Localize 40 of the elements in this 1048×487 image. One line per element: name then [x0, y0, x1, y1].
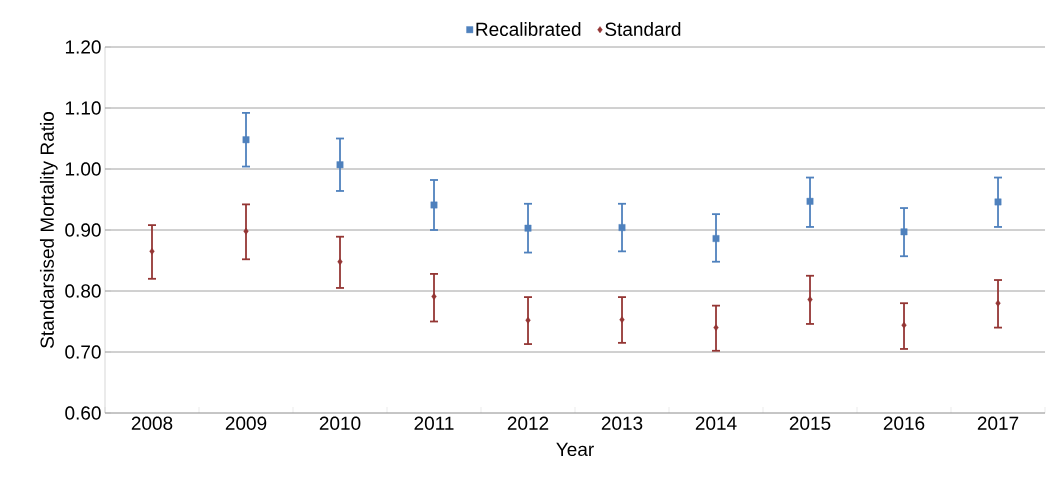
x-tick-label: 2008 — [131, 416, 173, 430]
point — [994, 198, 1002, 206]
point — [619, 316, 625, 324]
point — [900, 228, 908, 236]
x-tick-label: 2011 — [414, 416, 454, 430]
point — [712, 235, 720, 242]
y-axis-title: Standarsised Mortality Ratio — [39, 112, 58, 348]
x-tick-label: 2009 — [225, 416, 267, 430]
point — [337, 258, 343, 266]
y-tick-label: 1.00 — [65, 162, 101, 176]
x-tick-label: 2012 — [507, 416, 549, 430]
point — [243, 227, 249, 235]
x-tick-label: 2010 — [319, 416, 361, 430]
point — [336, 161, 344, 169]
point — [713, 324, 719, 331]
legend-label: Standard — [605, 22, 681, 37]
x-tick-label: 2013 — [601, 416, 643, 430]
x-tick-label: 2017 — [977, 416, 1019, 430]
point — [806, 197, 814, 205]
point — [618, 224, 626, 231]
point — [242, 136, 250, 144]
y-tick-label: 0.60 — [65, 406, 101, 420]
point — [431, 293, 437, 300]
x-tick-label: 2016 — [883, 416, 925, 430]
y-tick-label: 0.70 — [65, 345, 101, 359]
y-tick-label: 1.20 — [65, 40, 101, 54]
x-axis-title: Year — [556, 442, 594, 457]
x-tick-label: 2014 — [695, 416, 737, 430]
point — [807, 296, 813, 303]
x-tick-label: 2015 — [789, 416, 831, 430]
point — [524, 224, 532, 232]
y-tick-label: 1.10 — [65, 101, 101, 115]
legend-label: Recalibrated — [476, 22, 581, 37]
y-tick-label: 0.90 — [65, 223, 101, 237]
point — [525, 316, 531, 324]
point — [149, 247, 155, 255]
point — [430, 201, 438, 209]
y-tick-label: 0.80 — [65, 284, 101, 298]
point — [995, 299, 1001, 307]
point — [901, 321, 907, 329]
